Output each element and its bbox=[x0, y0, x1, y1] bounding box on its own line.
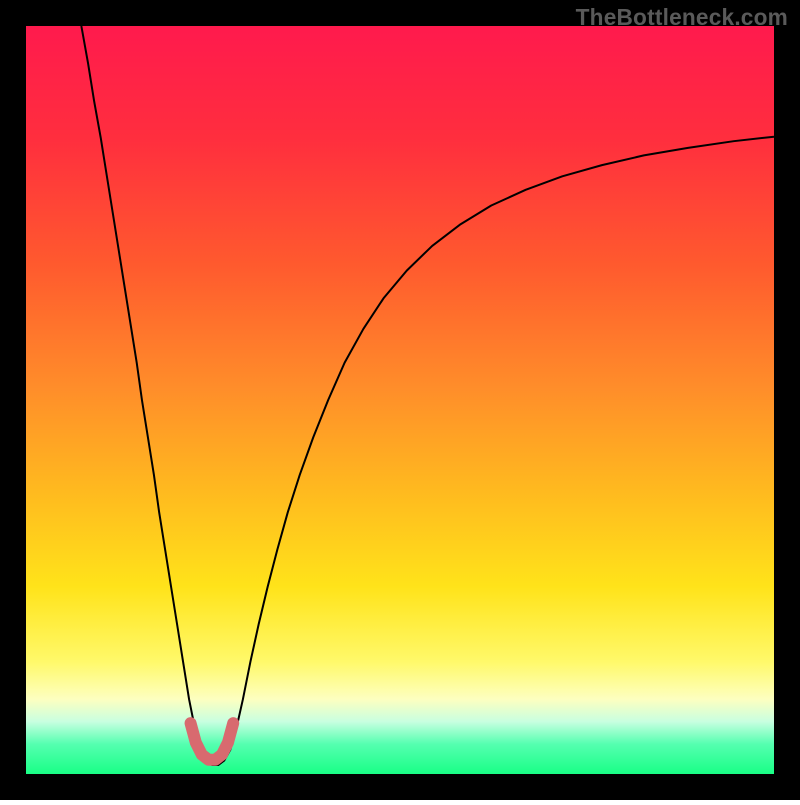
bottleneck-curve-chart bbox=[0, 0, 800, 805]
watermark-text: TheBottleneck.com bbox=[576, 4, 788, 31]
chart-background-gradient bbox=[26, 26, 774, 774]
chart-svg bbox=[0, 0, 800, 800]
